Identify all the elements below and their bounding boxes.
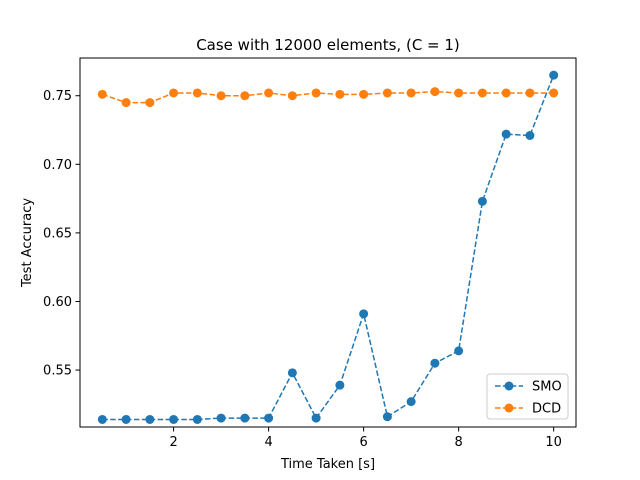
data-point-dcd [382, 88, 392, 98]
data-point-smo [477, 196, 487, 206]
data-point-smo [454, 346, 464, 356]
chart-title: Case with 12000 elements, (C = 1) [196, 36, 460, 54]
plot-area [97, 70, 559, 424]
data-point-smo [287, 368, 297, 378]
data-point-smo [501, 129, 511, 139]
data-point-dcd [169, 88, 179, 98]
data-point-smo [216, 413, 226, 423]
data-point-dcd [501, 88, 511, 98]
data-point-dcd [192, 88, 202, 98]
x-tick-label: 10 [545, 435, 562, 450]
y-tick-label: 0.65 [43, 226, 72, 241]
data-point-dcd [264, 88, 274, 98]
legend-label-smo: SMO [532, 380, 562, 395]
data-point-dcd [97, 89, 107, 99]
data-point-smo [121, 414, 131, 424]
data-point-dcd [121, 98, 131, 108]
axis-ticks: 2 4 6 8 10 0.55 0.60 0.65 0.70 0.75 [43, 89, 562, 450]
data-point-smo [335, 380, 345, 390]
legend: SMO DCD [486, 373, 569, 420]
data-point-smo [169, 414, 179, 424]
data-point-smo [382, 412, 392, 422]
data-point-smo [430, 358, 440, 368]
data-point-smo [97, 414, 107, 424]
legend-label-dcd: DCD [532, 402, 561, 417]
data-point-dcd [477, 88, 487, 98]
data-point-dcd [145, 98, 155, 108]
x-tick-label: 4 [264, 435, 272, 450]
y-tick-label: 0.70 [43, 158, 72, 173]
data-point-dcd [525, 88, 535, 98]
data-point-smo [549, 70, 559, 80]
data-point-smo [359, 309, 369, 319]
data-point-dcd [311, 88, 321, 98]
data-point-dcd [406, 88, 416, 98]
data-point-dcd [549, 88, 559, 98]
data-point-smo [192, 414, 202, 424]
x-tick-label: 6 [359, 435, 367, 450]
x-tick-label: 2 [169, 435, 177, 450]
y-tick-label: 0.55 [43, 364, 72, 379]
data-point-dcd [430, 87, 440, 97]
data-point-dcd [335, 89, 345, 99]
y-tick-label: 0.60 [43, 295, 72, 310]
x-axis-label: Time Taken [s] [280, 457, 375, 472]
data-point-dcd [240, 91, 250, 101]
data-point-dcd [216, 91, 226, 101]
data-point-smo [240, 413, 250, 423]
axes-frame [79, 57, 577, 428]
data-point-smo [406, 397, 416, 407]
legend-marker-dcd [504, 403, 514, 413]
x-tick-label: 8 [455, 435, 463, 450]
data-point-smo [264, 413, 274, 423]
data-point-smo [525, 131, 535, 140]
y-axis-label: Test Accuracy [20, 198, 35, 288]
data-point-smo [311, 413, 321, 423]
data-point-dcd [454, 88, 464, 98]
data-point-smo [145, 414, 155, 424]
data-point-dcd [287, 91, 297, 101]
legend-marker-smo [504, 381, 514, 391]
y-tick-label: 0.75 [43, 89, 72, 104]
data-point-dcd [359, 89, 369, 99]
